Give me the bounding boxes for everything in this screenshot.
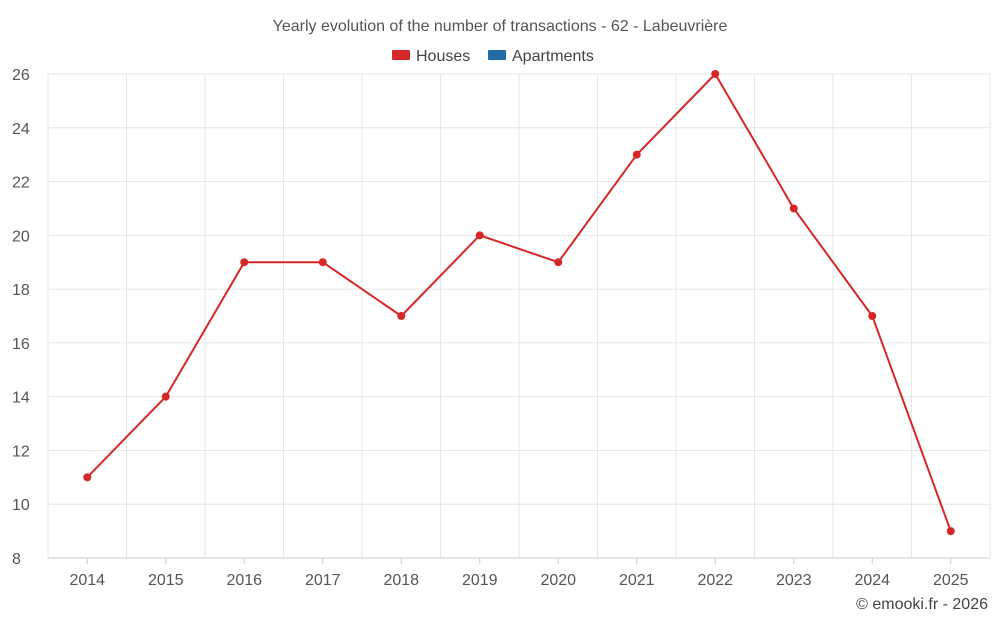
x-tick-label-2017: 2017 xyxy=(305,572,341,589)
x-tick-label-2018: 2018 xyxy=(383,572,419,589)
legend-label-apartments: Apartments xyxy=(512,48,594,65)
x-tick-label-2014: 2014 xyxy=(69,572,105,589)
series-houses xyxy=(83,70,955,536)
x-tick-label-2025: 2025 xyxy=(933,572,969,589)
x-tick-label-2021: 2021 xyxy=(619,572,655,589)
x-tick-label-2019: 2019 xyxy=(462,572,498,589)
x-tick-label-2016: 2016 xyxy=(226,572,262,589)
data-point-houses-2017[interactable] xyxy=(318,258,327,267)
y-tick-label: 18 xyxy=(12,282,30,299)
legend-item-apartments[interactable]: Apartments xyxy=(488,48,594,65)
y-tick-label: 12 xyxy=(12,443,30,460)
y-tick-label: 22 xyxy=(12,175,30,192)
data-point-houses-2024[interactable] xyxy=(868,312,877,320)
x-tick-label-2020: 2020 xyxy=(540,572,576,589)
y-tick-label: 26 xyxy=(12,67,30,84)
data-point-houses-2022[interactable] xyxy=(711,70,720,78)
y-tick-label: 10 xyxy=(12,497,30,514)
data-point-houses-2025[interactable] xyxy=(946,527,955,536)
data-point-houses-2015[interactable] xyxy=(161,392,170,401)
grid xyxy=(47,73,991,559)
data-point-houses-2023[interactable] xyxy=(789,204,798,213)
credit-text: © emooki.fr - 2026 xyxy=(856,596,988,613)
y-tick-label: 8 xyxy=(12,551,21,568)
y-tick-label: 24 xyxy=(12,121,30,138)
x-tick-label-2023: 2023 xyxy=(776,572,812,589)
data-point-houses-2021[interactable] xyxy=(632,150,641,159)
legend-label-houses: Houses xyxy=(416,48,470,65)
data-point-houses-2018[interactable] xyxy=(397,312,406,320)
legend-item-houses[interactable]: Houses xyxy=(392,48,470,65)
x-tick-label-2022: 2022 xyxy=(697,572,733,589)
legend-swatch-apartments xyxy=(488,50,506,60)
data-point-houses-2014[interactable] xyxy=(83,473,92,482)
y-tick-label: 16 xyxy=(12,336,30,353)
chart-title: Yearly evolution of the number of transa… xyxy=(273,18,728,35)
legend-swatch-houses xyxy=(392,50,410,60)
y-tick-label: 14 xyxy=(12,390,30,407)
legend: Houses Apartments xyxy=(392,48,594,65)
x-tick-label-2015: 2015 xyxy=(148,572,184,589)
data-point-houses-2020[interactable] xyxy=(554,258,563,267)
x-tick-label-2024: 2024 xyxy=(854,572,890,589)
series-line-houses xyxy=(86,73,952,532)
data-point-houses-2016[interactable] xyxy=(240,258,249,267)
y-tick-label: 20 xyxy=(12,228,30,245)
data-point-houses-2019[interactable] xyxy=(475,231,484,240)
